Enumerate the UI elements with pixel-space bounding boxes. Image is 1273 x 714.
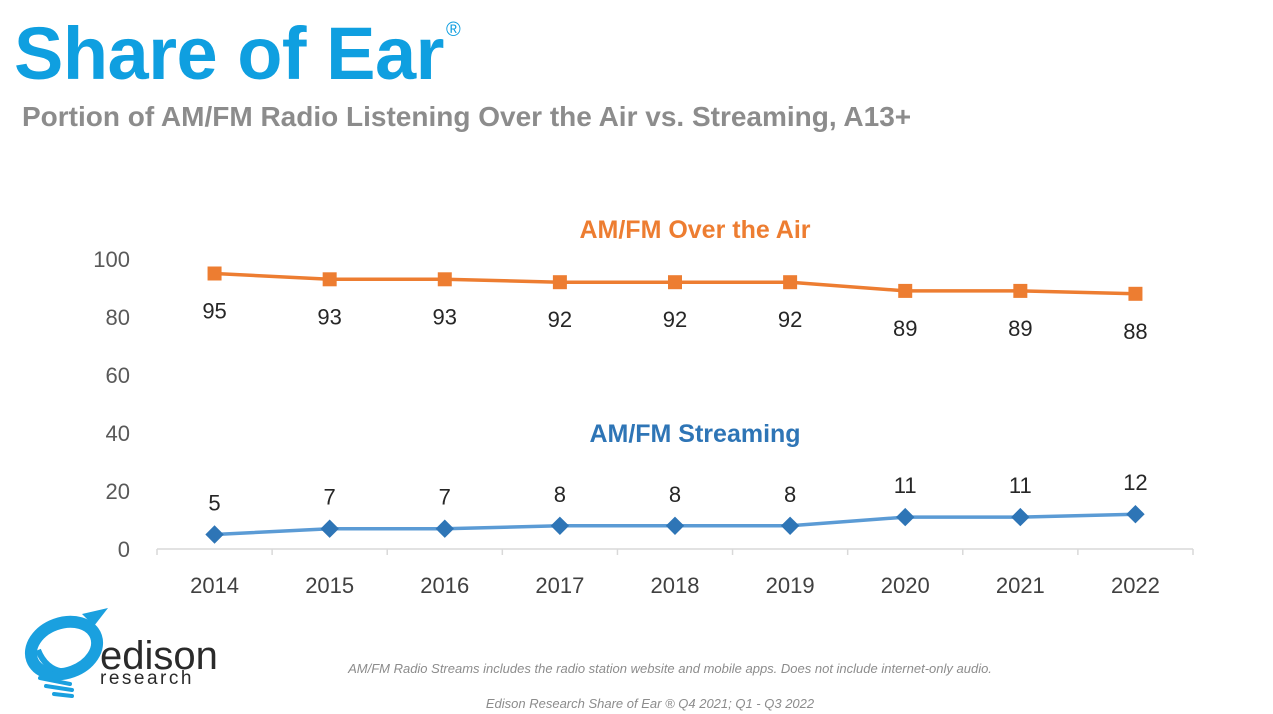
data-point-square	[552, 275, 567, 290]
data-label: 8	[669, 482, 681, 507]
page-title: Share of Ear	[14, 12, 444, 95]
x-tick-label: 2020	[881, 573, 930, 598]
data-label: 8	[784, 482, 796, 507]
data-label: 92	[778, 307, 802, 332]
data-point-diamond	[1126, 504, 1145, 524]
series-name-label: AM/FM Over the Air	[579, 216, 810, 244]
edison-research-logo: edison research	[20, 604, 230, 704]
y-tick-label: 0	[118, 537, 130, 562]
data-point-diamond	[665, 516, 685, 536]
series-name-label: AM/FM Streaming	[589, 420, 800, 448]
registered-mark: ®	[445, 19, 461, 41]
title-block: Share of Ear ®	[14, 8, 461, 100]
x-tick-label: 2014	[190, 573, 239, 598]
logo-wordmark: edison	[100, 634, 218, 678]
data-label: 7	[324, 485, 336, 510]
footnote: AM/FM Radio Streams includes the radio s…	[348, 661, 992, 676]
data-label: 92	[663, 307, 687, 332]
data-point-square	[322, 272, 337, 287]
data-label: 93	[433, 304, 457, 329]
data-point-diamond	[435, 519, 454, 538]
y-tick-label: 40	[106, 421, 130, 446]
x-tick-label: 2016	[420, 573, 469, 598]
x-tick-label: 2022	[1111, 573, 1160, 598]
data-point-diamond	[205, 525, 224, 544]
data-label: 95	[202, 299, 226, 324]
data-point-square	[783, 275, 798, 290]
y-tick-label: 20	[106, 479, 130, 504]
data-point-square	[898, 283, 913, 298]
data-label: 8	[554, 482, 566, 507]
y-tick-label: 60	[106, 363, 130, 388]
y-tick-label: 80	[106, 305, 130, 330]
x-tick-label: 2019	[766, 573, 815, 598]
data-point-diamond	[896, 507, 915, 527]
source-note: Edison Research Share of Ear ® Q4 2021; …	[485, 696, 815, 711]
data-point-square	[437, 272, 452, 287]
edison-swirl-icon	[24, 608, 108, 698]
data-point-square	[207, 266, 222, 281]
data-label: 11	[894, 473, 917, 498]
data-label: 7	[439, 485, 451, 510]
data-point-diamond	[1011, 507, 1030, 527]
data-point-diamond	[550, 516, 570, 536]
x-tick-label: 2021	[996, 573, 1045, 598]
y-tick-label: 100	[93, 247, 130, 272]
data-label: 12	[1123, 470, 1147, 495]
data-label: 88	[1123, 319, 1147, 344]
data-point-square	[1128, 286, 1143, 301]
logo-tagline: research	[100, 668, 194, 689]
data-point-diamond	[780, 516, 800, 536]
data-label: 89	[1008, 316, 1032, 341]
data-label: 93	[317, 304, 341, 329]
data-label: 89	[893, 316, 917, 341]
data-point-square	[668, 275, 682, 290]
data-point-diamond	[320, 519, 339, 538]
x-tick-label: 2018	[651, 573, 700, 598]
data-label: 5	[208, 491, 220, 516]
data-label: 11	[1009, 473, 1032, 498]
x-tick-label: 2015	[305, 573, 354, 598]
page-subtitle: Portion of AM/FM Radio Listening Over th…	[22, 101, 912, 132]
data-label: 92	[548, 307, 572, 332]
x-tick-label: 2017	[535, 573, 584, 598]
data-point-square	[1013, 283, 1028, 298]
